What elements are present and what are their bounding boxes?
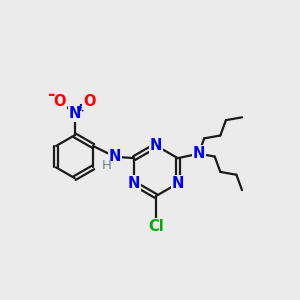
Text: N: N bbox=[68, 106, 81, 122]
Text: N: N bbox=[109, 149, 121, 164]
Text: O: O bbox=[83, 94, 96, 109]
Text: N: N bbox=[128, 176, 140, 191]
Text: Cl: Cl bbox=[148, 219, 164, 234]
Text: N: N bbox=[172, 176, 184, 191]
Text: O: O bbox=[54, 94, 66, 109]
Text: -: - bbox=[48, 86, 56, 104]
Text: H: H bbox=[101, 158, 111, 172]
Text: N: N bbox=[192, 146, 205, 161]
Text: +: + bbox=[76, 103, 85, 113]
Text: N: N bbox=[150, 138, 162, 153]
